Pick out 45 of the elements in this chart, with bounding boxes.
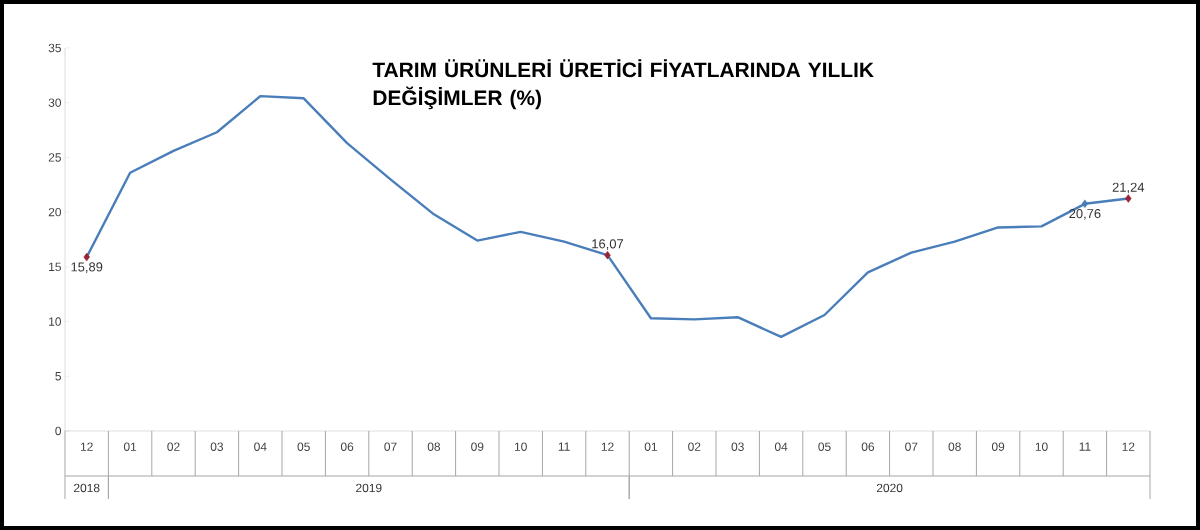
data-label: 16,07 xyxy=(592,239,624,250)
x-tick-label: 06 xyxy=(340,442,354,451)
x-tick-label: 04 xyxy=(774,442,788,451)
text: 2019 xyxy=(356,483,382,493)
x-tick-label: 05 xyxy=(818,442,831,451)
text: TARIM ÜRÜNLERİ ÜRETİCİ FİYATLARINDA YILLIK DEĞİŞİMLER (%) xyxy=(372,59,874,110)
x-tick-label: 01 xyxy=(123,442,137,451)
x-tick-label: 10 xyxy=(1035,442,1048,451)
x-tick-label: 03 xyxy=(210,442,224,451)
x-tick-label: 05 xyxy=(297,442,310,451)
data-label: 20,76 xyxy=(1069,209,1101,220)
text: 2018 xyxy=(74,483,100,493)
point xyxy=(83,252,90,262)
y-tick-label: 15 xyxy=(49,262,61,272)
x-tick-label: 09 xyxy=(471,442,484,451)
x-tick-label: 11 xyxy=(558,442,570,451)
x-tick-label: 08 xyxy=(948,442,961,451)
y-tick-label: 30 xyxy=(48,98,62,107)
x-tick-label: 02 xyxy=(167,442,180,451)
y-tick-label: 25 xyxy=(48,153,61,162)
x-tick-label: 02 xyxy=(688,442,701,451)
y-tick-label: 35 xyxy=(48,43,61,53)
point xyxy=(1125,194,1132,203)
data-label: 15,89 xyxy=(71,262,103,273)
x-tick-label: 06 xyxy=(861,442,875,451)
y-tick-label: 10 xyxy=(49,317,62,326)
x-tick-label: 03 xyxy=(731,442,744,451)
data-label: 21,24 xyxy=(1112,182,1145,194)
y-tick-label: 0 xyxy=(55,426,62,436)
x-tick-label: 11 xyxy=(1079,442,1091,451)
x-tick-label: 07 xyxy=(384,442,397,451)
x-tick-label: 12 xyxy=(80,442,93,451)
x-tick-label: 08 xyxy=(427,442,441,451)
x-tick-label: 12 xyxy=(601,442,614,451)
y-tick-label: 20 xyxy=(48,207,62,217)
y-tick-label: 5 xyxy=(55,372,61,381)
text: 2020 xyxy=(876,483,903,493)
point xyxy=(1081,199,1089,209)
x-tick-label: 01 xyxy=(644,442,657,451)
x-tick-label: 09 xyxy=(991,442,1005,451)
x-tick-label: 07 xyxy=(905,442,918,451)
point xyxy=(604,250,611,260)
x-tick-label: 12 xyxy=(1122,442,1135,451)
x-tick-label: 04 xyxy=(254,442,267,451)
x-tick-label: 10 xyxy=(514,442,527,451)
